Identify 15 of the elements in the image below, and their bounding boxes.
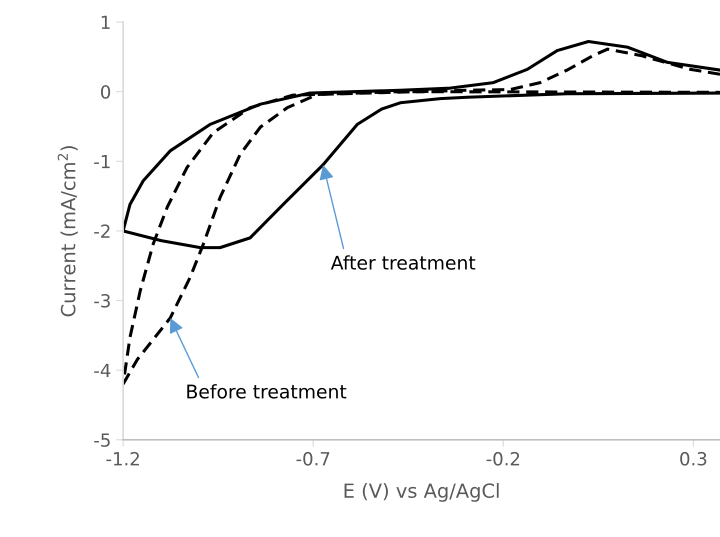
y-tick-label: -1 [94, 154, 110, 168]
x-tick-label: -0.2 [486, 452, 520, 466]
x-axis-title: E (V) vs Ag/AgCl [344, 482, 499, 502]
y-tick-label: -2 [94, 224, 110, 238]
y-tick-label: -4 [94, 364, 110, 378]
x-tick-label: -0.7 [296, 452, 330, 466]
y-tick-label: -3 [94, 294, 110, 308]
y-tick-label: 0 [101, 85, 110, 99]
y-axis-title: Current (mA/cm$^{2}$) [58, 146, 78, 316]
x-tick-label: 0.3 [680, 452, 706, 466]
annotation: After treatment [330, 255, 476, 270]
annotation: Before treatment [187, 384, 346, 399]
x-tick-label: -1.2 [106, 452, 139, 466]
y-tick-label: -5 [94, 434, 110, 447]
y-tick-label: 1 [102, 16, 110, 29]
